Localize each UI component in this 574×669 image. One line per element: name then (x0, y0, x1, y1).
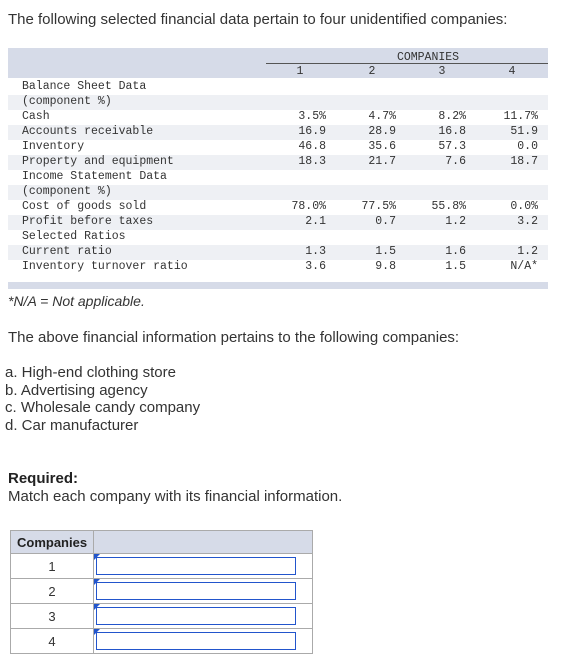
answer-cell (93, 553, 314, 579)
table-cell: 7.6 (445, 155, 466, 168)
answer-cell (93, 603, 314, 629)
answer-row: 2 (9, 578, 314, 604)
table-cell: N/A* (510, 260, 538, 273)
option-d: d. Car manufacturer (5, 416, 139, 434)
dropdown-marker-icon (94, 554, 101, 560)
row-stripe (8, 95, 548, 110)
table-cell: 3.6 (305, 260, 326, 273)
answer-input-3[interactable] (96, 607, 297, 625)
column-header-3: 3 (438, 65, 446, 78)
row-label: Current ratio (22, 245, 112, 258)
row-label: Income Statement Data (22, 170, 167, 183)
answer-company-number: 1 (9, 553, 95, 579)
row-stripe (8, 245, 548, 260)
row-label: (component %) (22, 185, 112, 198)
table-cell: 57.3 (438, 140, 466, 153)
table-cell: 1.6 (445, 245, 466, 258)
row-stripe (8, 185, 548, 200)
option-a: a. High-end clothing store (5, 364, 176, 381)
table-cell: 8.2% (438, 110, 466, 123)
table-cell: 3.2 (517, 215, 538, 228)
table-cell: 77.5% (361, 200, 396, 213)
table-cell: 0.0 (517, 140, 538, 153)
table-cell: 1.2 (517, 245, 538, 258)
answer-cell (93, 628, 314, 654)
answer-company-number: 4 (9, 628, 95, 654)
row-label: Inventory (22, 140, 85, 153)
table-footer-band (8, 282, 548, 289)
row-stripe (8, 155, 548, 170)
option-b: b. Advertising agency (5, 381, 148, 399)
table-cell: 3.5% (298, 110, 326, 123)
answer-header-blank (93, 530, 314, 554)
table-cell: 18.3 (298, 155, 326, 168)
answer-row: 1 (9, 553, 314, 579)
row-label: Property and equipment (22, 155, 174, 168)
table-cell: 16.8 (438, 125, 466, 138)
pertains-text: The above financial information pertains… (8, 329, 460, 346)
row-label: Cash (22, 110, 50, 123)
row-label: Selected Ratios (22, 230, 126, 243)
financial-data-table: COMPANIES 1 2 3 4 Balance Sheet Data (com… (8, 48, 548, 289)
row-stripe (8, 215, 548, 230)
required-text: Match each company with its financial in… (8, 488, 343, 505)
row-label: Profit before taxes (22, 215, 154, 228)
row-label: Inventory turnover ratio (22, 260, 188, 273)
dropdown-marker-icon (94, 604, 101, 610)
table-cell: 28.9 (368, 125, 396, 138)
dropdown-marker-icon (94, 629, 101, 635)
table-cell: 1.3 (305, 245, 326, 258)
footnote: *N/A = Not applicable. (8, 293, 145, 309)
companies-header: COMPANIES (396, 51, 460, 64)
answer-input-4[interactable] (96, 632, 297, 650)
table-cell: 1.5 (375, 245, 396, 258)
answer-table: Companies 1 2 3 4 (9, 530, 314, 654)
table-cell: 78.0% (291, 200, 326, 213)
table-cell: 2.1 (305, 215, 326, 228)
company-options: a. High-end clothing store b. Advertisin… (5, 364, 200, 434)
required-title: Required: (8, 470, 79, 487)
dropdown-marker-icon (94, 579, 101, 585)
row-label: Accounts receivable (22, 125, 154, 138)
answer-cell (93, 578, 314, 604)
table-cell: 35.6 (368, 140, 396, 153)
intro-text: The following selected financial data pe… (8, 11, 508, 28)
table-cell: 1.2 (445, 215, 466, 228)
column-header-1: 1 (296, 65, 304, 78)
row-label: Balance Sheet Data (22, 80, 147, 93)
table-cell: 16.9 (298, 125, 326, 138)
table-cell: 21.7 (368, 155, 396, 168)
table-cell: 4.7% (368, 110, 396, 123)
row-label: (component %) (22, 95, 112, 108)
table-cell: 11.7% (503, 110, 538, 123)
header-rule (266, 63, 548, 64)
answer-input-1[interactable] (96, 557, 297, 575)
table-cell: 55.8% (431, 200, 466, 213)
table-cell: 51.9 (510, 125, 538, 138)
answer-company-number: 3 (9, 603, 95, 629)
row-label: Cost of goods sold (22, 200, 147, 213)
answer-company-number: 2 (9, 578, 95, 604)
answer-row: 4 (9, 628, 314, 654)
option-c: c. Wholesale candy company (5, 399, 201, 416)
column-header-2: 2 (368, 65, 376, 78)
table-cell: 9.8 (375, 260, 396, 273)
column-header-4: 4 (508, 65, 516, 78)
table-cell: 46.8 (298, 140, 326, 153)
answer-row: 3 (9, 603, 314, 629)
answer-input-2[interactable] (96, 582, 297, 600)
table-cell: 0.7 (375, 215, 396, 228)
row-stripe (8, 125, 548, 140)
table-cell: 18.7 (510, 155, 538, 168)
answer-header-companies: Companies (9, 530, 95, 554)
table-cell: 1.5 (445, 260, 466, 273)
table-cell: 0.0% (510, 200, 538, 213)
